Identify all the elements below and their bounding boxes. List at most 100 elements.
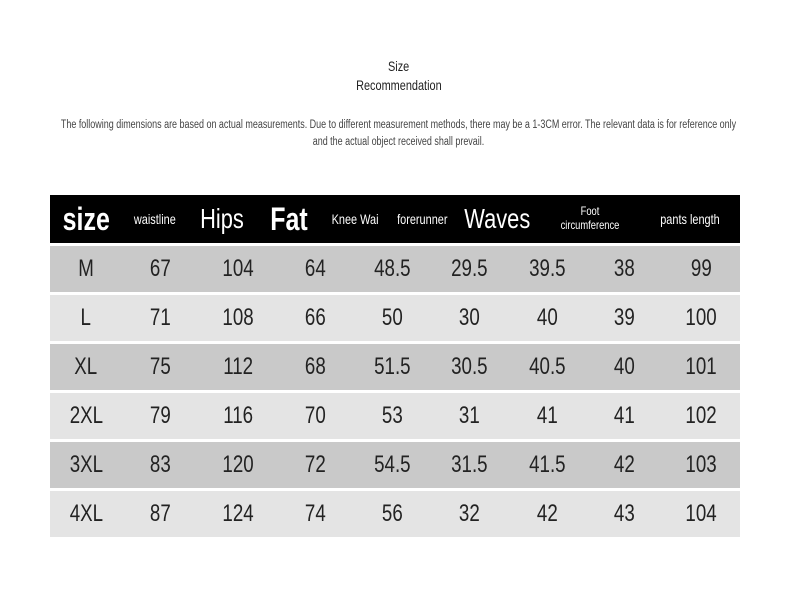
cell-value: 68: [304, 353, 326, 381]
table-cell: 72: [277, 451, 354, 479]
measurement-note: The following dimensions are based on ac…: [60, 119, 737, 148]
table-cell: 39: [586, 304, 663, 332]
cell-value: 100: [685, 304, 717, 332]
table-cell: 31.5: [431, 451, 508, 479]
table-cell: 66: [277, 304, 354, 332]
table-cell: 39.5: [508, 255, 585, 283]
table-cell: 112: [199, 353, 276, 381]
header-label: Waves: [464, 202, 531, 234]
table-header: size waistline Hips Fat Knee Wai forerunner Wa…: [50, 195, 740, 243]
table-cell: 104: [199, 255, 276, 283]
cell-value: 41.5: [528, 451, 566, 479]
cell-value: 3XL: [69, 451, 103, 479]
header-cell: size: [50, 201, 122, 238]
cell-value: 99: [690, 255, 712, 283]
table-row: L 71 108 66 50 30 40 39 100: [50, 295, 740, 341]
table-cell: 51.5: [354, 353, 431, 381]
cell-value: 112: [222, 353, 253, 381]
cell-value: 39: [613, 304, 635, 332]
table-cell: 102: [663, 402, 740, 430]
cell-value: 101: [685, 353, 717, 381]
table-cell: L: [50, 304, 122, 332]
cell-value: 64: [304, 255, 326, 283]
cell-value: 48.5: [374, 255, 411, 283]
cell-value: 87: [150, 500, 172, 528]
table-cell: 70: [277, 402, 354, 430]
header-label: Knee Wai: [331, 210, 379, 227]
cell-value: 79: [150, 402, 172, 430]
table-row: 4XL 87 124 74 56 32 42 43 104: [50, 491, 740, 537]
cell-value: 74: [304, 500, 326, 528]
cell-value: 66: [304, 304, 326, 332]
cell-value: 31: [459, 402, 481, 430]
table-row: 3XL 83 120 72 54.5 31.5 41.5 42 103: [50, 442, 740, 488]
table-cell: 75: [122, 353, 199, 381]
table-cell: 40: [586, 353, 663, 381]
header-cell: Hips: [189, 203, 256, 235]
cell-value: 30.5: [451, 353, 488, 381]
cell-value: 120: [222, 451, 254, 479]
cell-value: 29.5: [451, 255, 488, 283]
cell-value: 83: [150, 451, 172, 479]
cell-value: 51.5: [374, 353, 411, 381]
cell-value: 70: [304, 402, 326, 430]
table-cell: 29.5: [431, 255, 508, 283]
table-cell: 42: [508, 500, 585, 528]
cell-value: XL: [74, 353, 98, 381]
header-cell: forerunner: [389, 211, 456, 227]
table-cell: 41.5: [508, 451, 585, 479]
cell-value: 54.5: [374, 451, 411, 479]
table-cell: 64: [277, 255, 354, 283]
cell-value: 43: [613, 500, 635, 528]
header-label: Foot circumference: [560, 204, 620, 232]
table-cell: 100: [663, 304, 740, 332]
header-label: pants length: [660, 210, 720, 227]
cell-value: 41: [613, 402, 635, 430]
table-cell: XL: [50, 353, 122, 381]
table-cell: 31: [431, 402, 508, 430]
table-cell: 124: [199, 500, 276, 528]
header-label: Hips: [200, 202, 244, 234]
table-cell: 3XL: [50, 451, 122, 479]
table-cell: 83: [122, 451, 199, 479]
cell-value: M: [78, 255, 94, 283]
cell-value: 40: [613, 353, 635, 381]
cell-value: 41: [536, 402, 558, 430]
header-cell: Foot circumference: [540, 204, 640, 233]
table-cell: 56: [354, 500, 431, 528]
cell-value: 75: [150, 353, 172, 381]
table-cell: 99: [663, 255, 740, 283]
header-cell: Knee Wai: [322, 211, 389, 227]
cell-value: 72: [304, 451, 326, 479]
table-cell: 101: [663, 353, 740, 381]
cell-value: 40: [536, 304, 558, 332]
table-cell: 41: [586, 402, 663, 430]
cell-value: 108: [222, 304, 254, 332]
header-label: size: [62, 200, 110, 237]
cell-value: 71: [150, 304, 172, 332]
table-cell: 103: [663, 451, 740, 479]
header-label: Fat: [269, 200, 308, 237]
table-cell: 2XL: [50, 402, 122, 430]
table-cell: 42: [586, 451, 663, 479]
table-cell: 87: [122, 500, 199, 528]
cell-value: L: [80, 304, 92, 332]
header-cell: Waves: [455, 203, 540, 235]
cell-value: 104: [222, 255, 254, 283]
cell-value: 56: [381, 500, 403, 528]
table-row: M 67 104 64 48.5 29.5 39.5 38 99: [50, 246, 740, 292]
cell-value: 102: [685, 402, 717, 430]
size-table: size waistline Hips Fat Knee Wai forerunner Wa…: [50, 195, 740, 540]
table-cell: 4XL: [50, 500, 122, 528]
cell-value: 53: [381, 402, 403, 430]
table-cell: M: [50, 255, 122, 283]
cell-value: 42: [536, 500, 558, 528]
table-cell: 116: [199, 402, 276, 430]
header-cell: waistline: [122, 211, 189, 227]
cell-value: 103: [685, 451, 717, 479]
table-cell: 32: [431, 500, 508, 528]
table-cell: 43: [586, 500, 663, 528]
table-cell: 30.5: [431, 353, 508, 381]
cell-value: 42: [613, 451, 635, 479]
cell-value: 31.5: [451, 451, 488, 479]
